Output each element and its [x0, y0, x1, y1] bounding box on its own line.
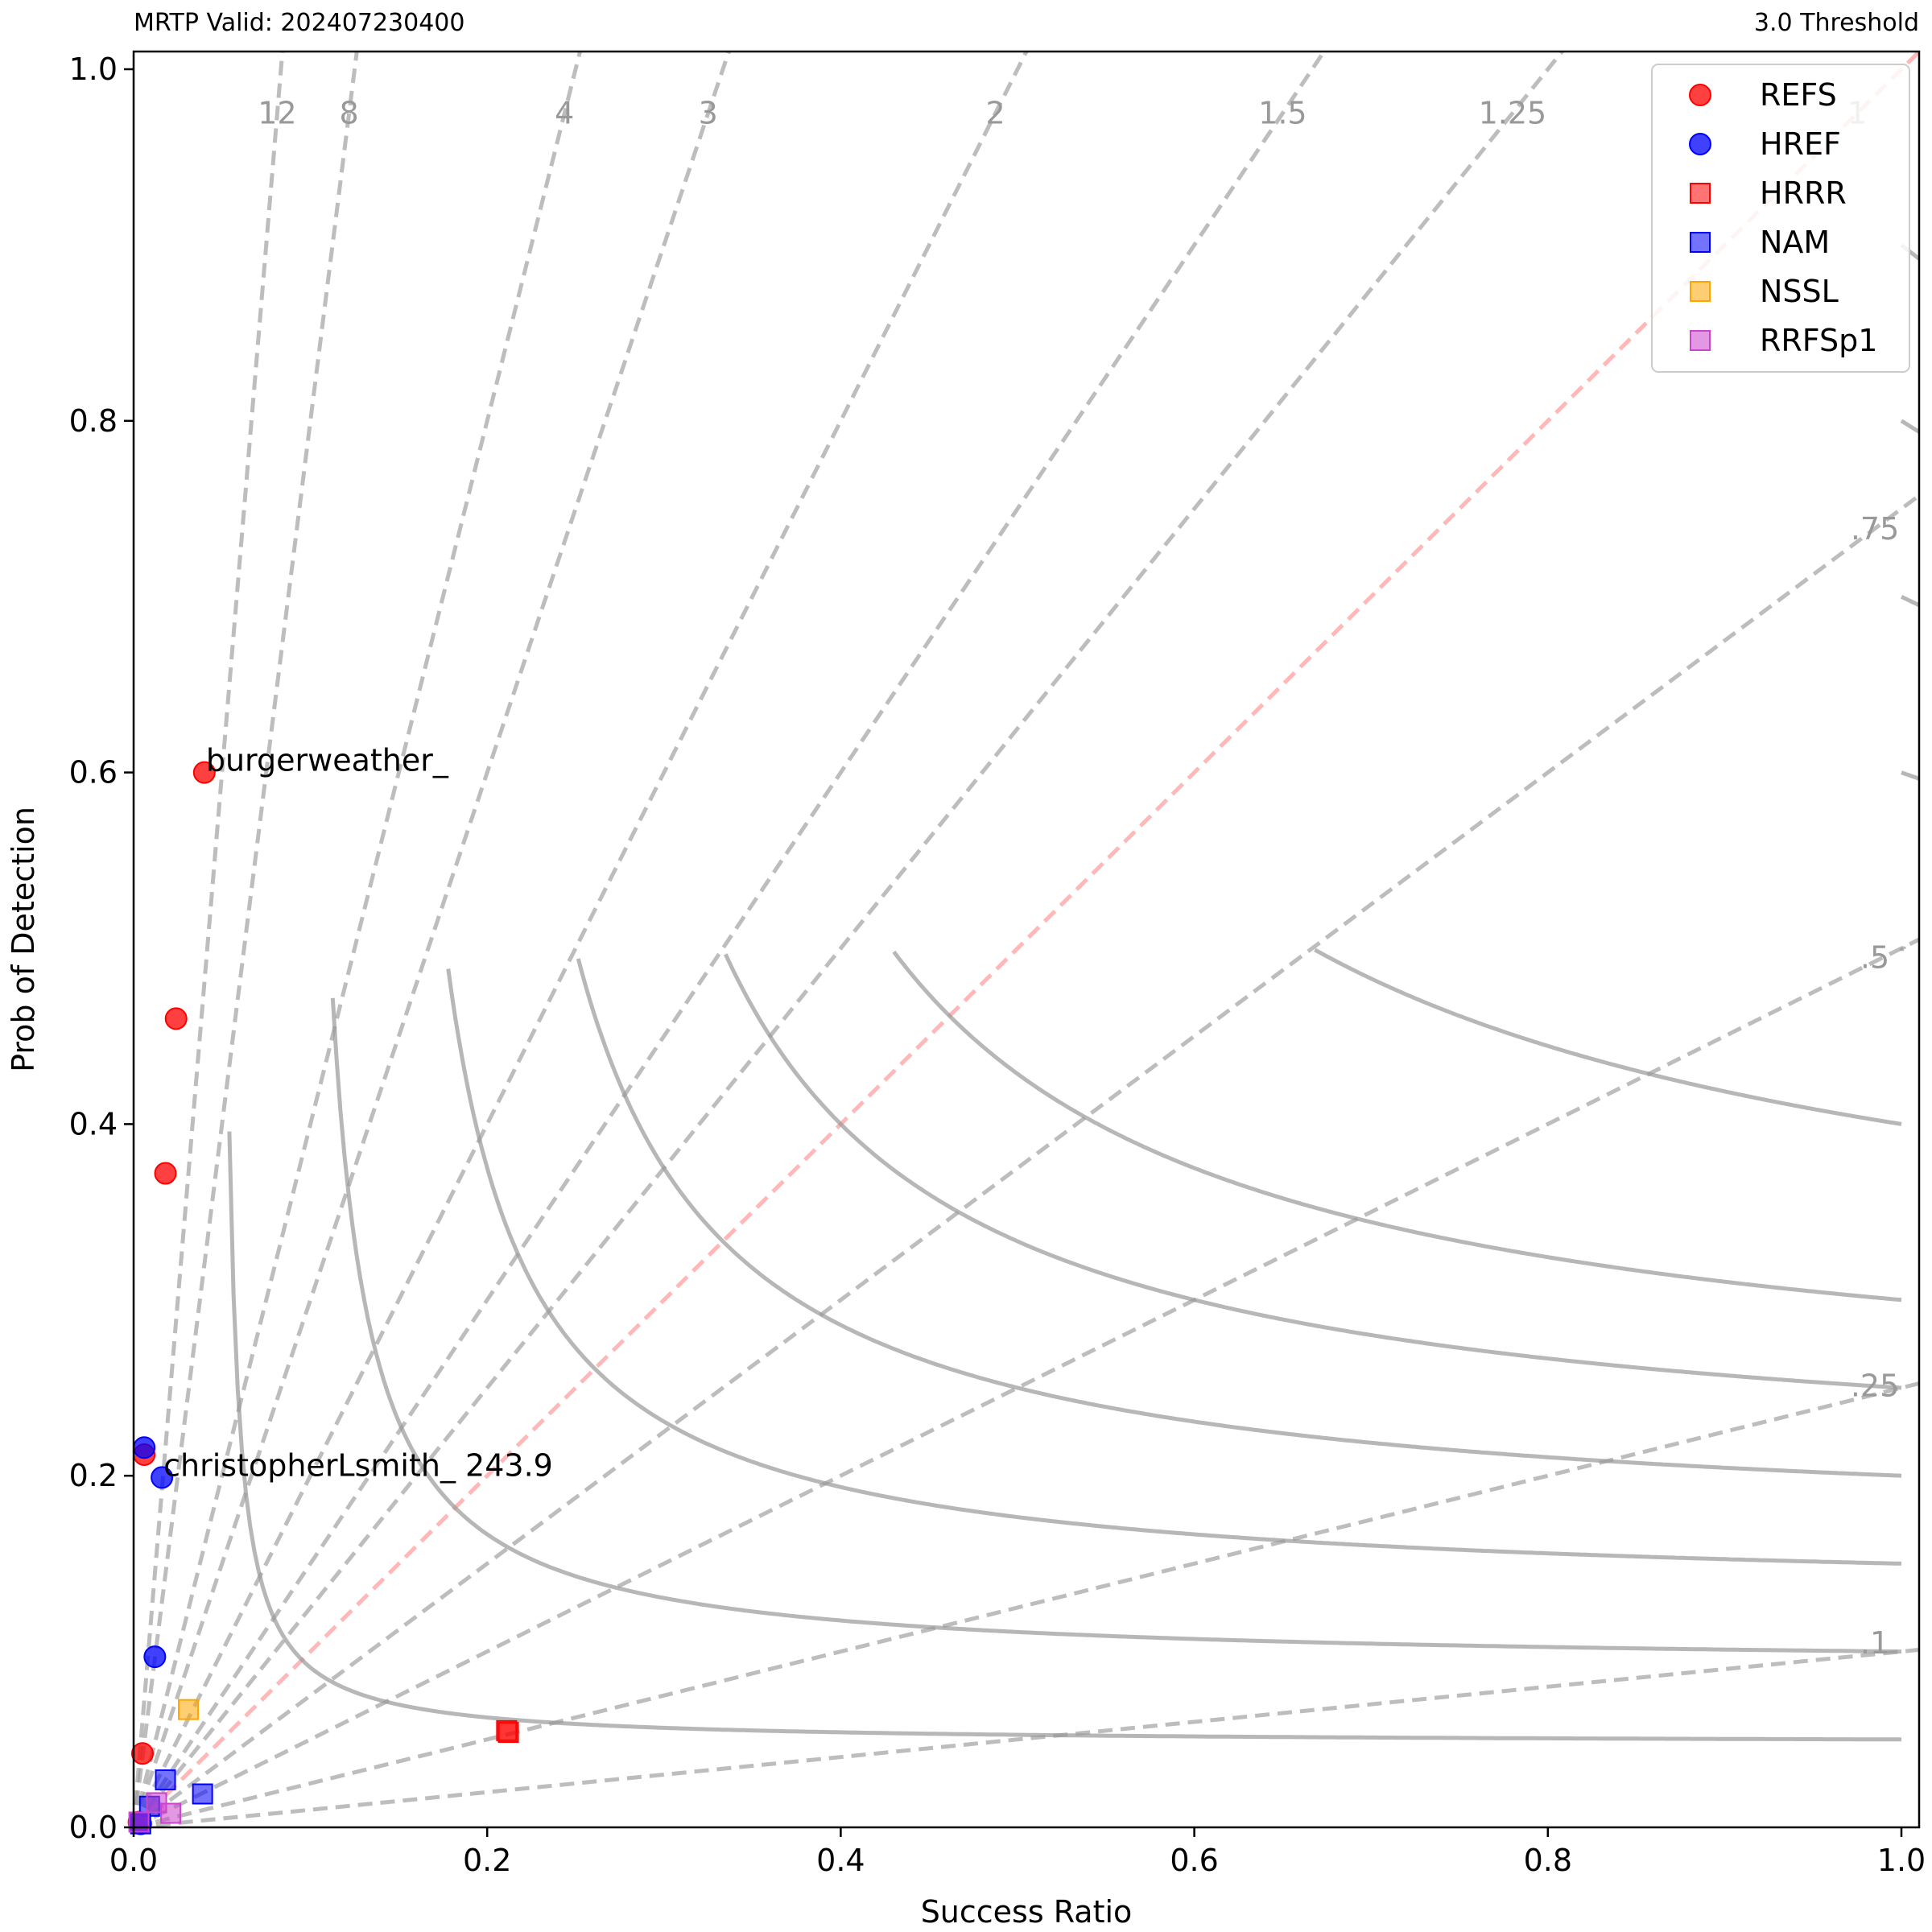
csi-contour	[892, 950, 1902, 1302]
data-point-hrrr	[497, 1722, 519, 1744]
csi-contour	[724, 953, 1902, 1390]
bias-line	[134, 1381, 1919, 1827]
legend-marker	[1690, 330, 1711, 351]
bias-line	[134, 52, 1919, 1827]
legend-label: HRRR	[1760, 175, 1847, 211]
y-tick-label: 1.0	[69, 52, 118, 87]
csi-contour	[1314, 947, 1902, 1126]
data-point-href	[151, 1466, 174, 1489]
data-point-nam	[155, 1769, 176, 1791]
csi-contour	[1899, 946, 1906, 952]
x-tick-label: 0.8	[1524, 1843, 1572, 1878]
bias-lines	[134, 52, 1919, 1827]
csi-contour	[1900, 419, 1919, 435]
legend: REFS HREF HRRR NAM NSSL RRFSp1	[1651, 64, 1910, 373]
bias-label: 1.5	[1258, 96, 1307, 131]
legend-label: NAM	[1760, 225, 1830, 260]
point-annotation: christopherLsmith_ 243.9	[163, 1447, 553, 1483]
y-axis-title: Prob of Detection	[6, 807, 41, 1072]
y-tick-label: 0.6	[69, 755, 118, 791]
chart-title-right: 3.0 Threshold	[1754, 9, 1919, 37]
point-annotation: burgerweather_	[206, 743, 449, 778]
data-point-refs	[192, 761, 216, 784]
point-annotations: burgerweather_ christopherLsmith_ 243.9	[163, 743, 553, 1484]
y-tick-label: 0.4	[69, 1106, 118, 1141]
bias-line	[134, 493, 1919, 1827]
x-tick-label: 0.0	[109, 1843, 158, 1878]
csi-contour	[576, 958, 1902, 1478]
y-tick-label: 0.0	[69, 1810, 118, 1845]
x-tick-label: 1.0	[1877, 1843, 1926, 1878]
bias-label: 4	[555, 96, 574, 131]
bias-line	[134, 937, 1919, 1827]
legend-marker	[1690, 232, 1711, 253]
y-axis-ticks: 0.0 0.2 0.4 0.6 0.8 1.0	[69, 52, 134, 1845]
bias-line	[134, 52, 1565, 1827]
data-point-refs	[130, 1742, 154, 1765]
data-point-refs	[154, 1162, 177, 1185]
y-tick-label: 0.2	[69, 1458, 118, 1493]
bias-label: .1	[1860, 1625, 1889, 1661]
legend-label: HREF	[1760, 126, 1841, 162]
x-tick-label: 0.4	[816, 1843, 865, 1878]
csi-contours	[227, 243, 1919, 1742]
legend-box	[1651, 64, 1910, 373]
bias-label: 12	[258, 96, 296, 131]
bias-label: .5	[1860, 939, 1889, 975]
legend-label: RRFSp1	[1760, 323, 1877, 358]
data-point-rrfsp1	[128, 1811, 150, 1833]
data-point-rrfsp1	[146, 1792, 167, 1814]
legend-marker	[1690, 281, 1711, 302]
x-axis-ticks: 0.0 0.2 0.4 0.6 0.8 1.0	[109, 1827, 1926, 1878]
csi-contour	[1901, 770, 1919, 782]
bias-line	[134, 1647, 1919, 1827]
x-tick-label: 0.6	[1170, 1843, 1218, 1878]
legend-label: REFS	[1760, 77, 1837, 113]
bias-label: 8	[340, 96, 359, 131]
bias-label: .75	[1851, 511, 1899, 547]
bias-label: 3	[699, 96, 718, 131]
bias-label: 1.25	[1479, 96, 1547, 131]
csi-contour	[227, 1131, 1901, 1742]
plot-frame	[132, 50, 1921, 1829]
data-point-refs	[164, 1007, 188, 1030]
data-point-href	[143, 1645, 167, 1669]
x-tick-label: 0.2	[463, 1843, 511, 1878]
data-point-nssl	[178, 1699, 200, 1720]
bias-label: .25	[1851, 1368, 1899, 1404]
data-point-nam	[192, 1783, 213, 1805]
csi-contour	[330, 997, 1901, 1654]
data-points	[127, 761, 519, 1835]
legend-label: NSSL	[1760, 274, 1839, 309]
data-point-href	[133, 1436, 156, 1459]
legend-marker	[1690, 183, 1711, 204]
legend-marker	[1689, 84, 1711, 106]
y-tick-label: 0.8	[69, 403, 118, 439]
csi-contour	[446, 968, 1902, 1566]
legend-marker	[1689, 133, 1711, 155]
chart-title-left: MRTP Valid: 202407230400	[134, 9, 464, 37]
bias-label: 2	[985, 96, 1005, 131]
x-axis-title: Success Ratio	[921, 1894, 1133, 1930]
